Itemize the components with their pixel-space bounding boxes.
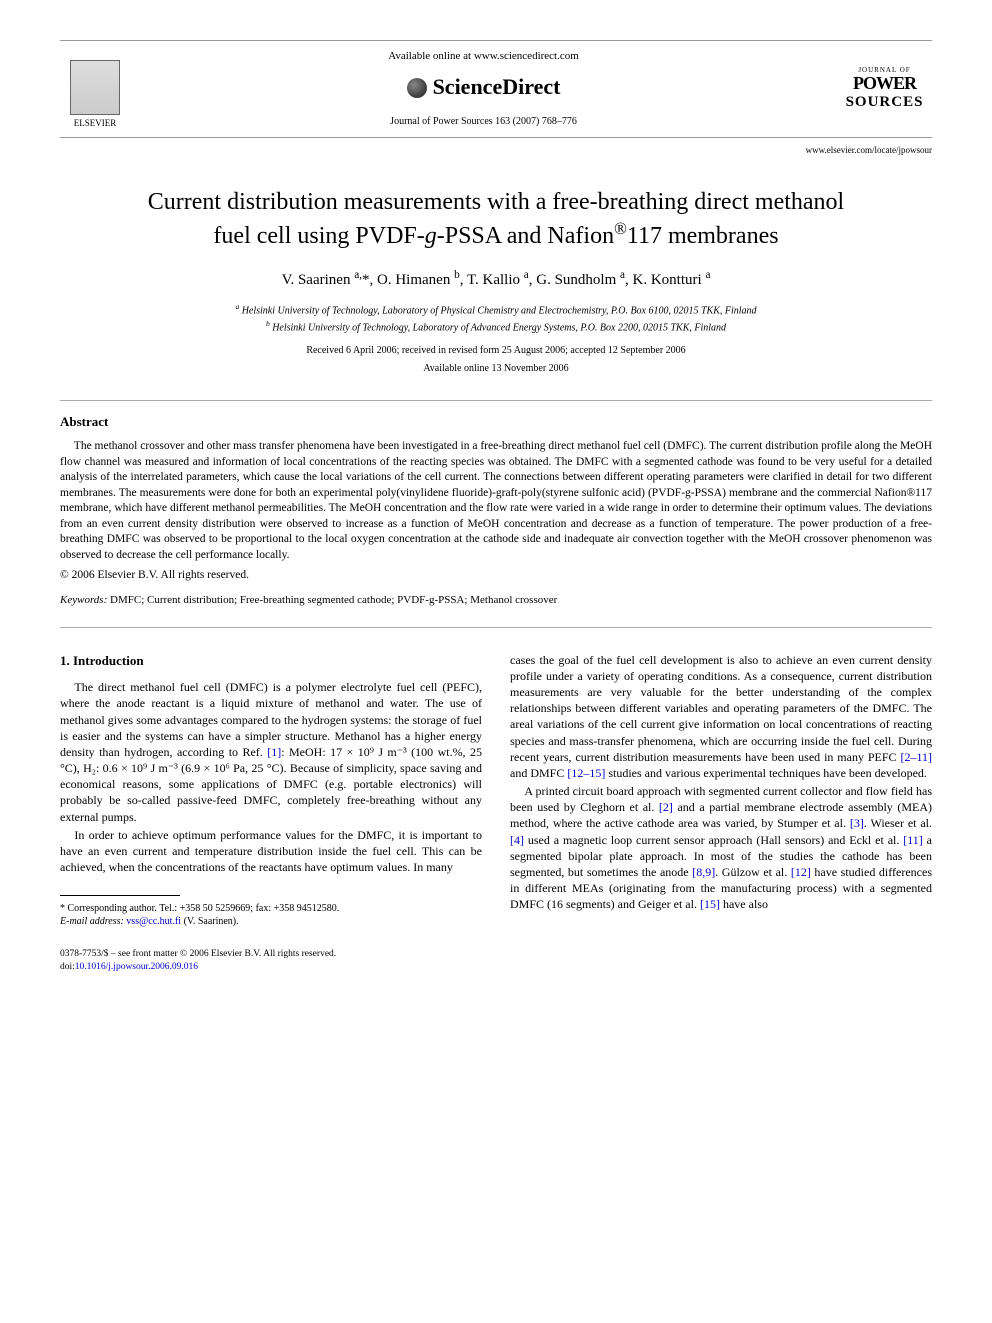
elsevier-logo: ELSEVIER: [60, 49, 130, 129]
journal-reference: Journal of Power Sources 163 (2007) 768–…: [130, 115, 837, 129]
right-para-1: cases the goal of the fuel cell developm…: [510, 652, 932, 782]
received-dates: Received 6 April 2006; received in revis…: [60, 344, 932, 358]
sciencedirect-text: ScienceDirect: [433, 72, 561, 103]
elsevier-text: ELSEVIER: [74, 117, 117, 130]
keywords-text: DMFC; Current distribution; Free-breathi…: [107, 594, 557, 606]
sciencedirect-brand: ScienceDirect: [407, 72, 561, 103]
ref-link-12-15[interactable]: [12–15]: [567, 766, 605, 780]
doi-prefix: doi:: [60, 962, 75, 972]
separator-rule: [60, 400, 932, 401]
available-online-text: Available online at www.sciencedirect.co…: [130, 49, 837, 64]
footnote-corr: * Corresponding author. Tel.: +358 50 52…: [60, 902, 482, 915]
ref-link-8-9[interactable]: [8,9]: [692, 865, 715, 879]
publisher-header: ELSEVIER Available online at www.science…: [60, 40, 932, 138]
ref-link-3[interactable]: [3]: [850, 816, 864, 830]
ref-link-15[interactable]: [15]: [700, 897, 720, 911]
intro-para-1: The direct methanol fuel cell (DMFC) is …: [60, 679, 482, 825]
copyright-line: © 2006 Elsevier B.V. All rights reserved…: [60, 567, 932, 583]
rp2f: . Gülzow et al.: [715, 865, 791, 879]
body-columns: 1. Introduction The direct methanol fuel…: [60, 652, 932, 929]
rp2c: . Wieser et al.: [864, 816, 932, 830]
footnote-email-line: E-mail address: vss@cc.hut.fi (V. Saarin…: [60, 915, 482, 928]
doi-link[interactable]: 10.1016/j.jpowsour.2006.09.016: [75, 962, 198, 972]
corresponding-author-footnote: * Corresponding author. Tel.: +358 50 52…: [60, 902, 482, 928]
ref-link-2-11[interactable]: [2–11]: [900, 750, 932, 764]
authors-line: V. Saarinen a,*, O. Himanen b, T. Kallio…: [60, 268, 932, 291]
affil-b-text: Helsinki University of Technology, Labor…: [272, 323, 726, 334]
separator-rule-2: [60, 627, 932, 628]
affiliation-a: a Helsinki University of Technology, Lab…: [60, 301, 932, 318]
journal-logo: JOURNAL OF POWER SOURCES: [837, 66, 932, 113]
front-matter-line: 0378-7753/$ – see front matter © 2006 El…: [60, 948, 932, 960]
center-header: Available online at www.sciencedirect.co…: [130, 49, 837, 129]
title-line1: Current distribution measurements with a…: [148, 189, 844, 215]
available-date: Available online 13 November 2006: [60, 362, 932, 376]
journal-url: www.elsevier.com/locate/jpowsour: [60, 144, 932, 157]
ref-link-11[interactable]: [11]: [903, 833, 923, 847]
ref-link-2[interactable]: [2]: [659, 800, 673, 814]
ref-link-1[interactable]: [1]: [267, 745, 281, 759]
section-1-head: 1. Introduction: [60, 652, 482, 670]
affiliations: a Helsinki University of Technology, Lab…: [60, 301, 932, 336]
right-column: cases the goal of the fuel cell developm…: [510, 652, 932, 929]
title-line2-pre: fuel cell using PVDF-: [213, 223, 424, 249]
email-label: E-mail address:: [60, 916, 124, 927]
title-line2-g: g: [425, 223, 437, 249]
elsevier-tree-icon: [70, 60, 120, 115]
ref-link-4[interactable]: [4]: [510, 833, 524, 847]
email-name: (V. Saarinen).: [181, 916, 239, 927]
doi-line: doi:10.1016/j.jpowsour.2006.09.016: [60, 961, 932, 973]
keywords-line: Keywords: DMFC; Current distribution; Fr…: [60, 593, 932, 608]
email-link[interactable]: vss@cc.hut.fi: [124, 916, 181, 927]
footnote-separator: [60, 895, 180, 896]
title-line2-post: -PSSA and Nafion: [437, 223, 614, 249]
journal-logo-sources: SOURCES: [837, 92, 932, 113]
affil-a-text: Helsinki University of Technology, Labor…: [242, 305, 757, 316]
title-line2-end: 117 membranes: [627, 223, 779, 249]
left-column: 1. Introduction The direct methanol fuel…: [60, 652, 482, 929]
sciencedirect-globe-icon: [407, 78, 427, 98]
rp1a: cases the goal of the fuel cell developm…: [510, 653, 932, 764]
ref-link-12[interactable]: [12]: [791, 865, 811, 879]
title-reg-mark: ®: [614, 219, 627, 238]
article-title: Current distribution measurements with a…: [100, 187, 892, 252]
rp2h: have also: [720, 897, 768, 911]
right-para-2: A printed circuit board approach with se…: [510, 783, 932, 913]
abstract-heading: Abstract: [60, 413, 932, 431]
rp1c: studies and various experimental techniq…: [605, 766, 927, 780]
rp1b: and DMFC: [510, 766, 567, 780]
intro-para-2: In order to achieve optimum performance …: [60, 827, 482, 876]
rp2d: used a magnetic loop current sensor appr…: [524, 833, 903, 847]
abstract-body: The methanol crossover and other mass tr…: [60, 439, 932, 563]
affiliation-b: b Helsinki University of Technology, Lab…: [60, 318, 932, 335]
keywords-label: Keywords:: [60, 594, 107, 606]
journal-logo-power: POWER: [837, 75, 932, 91]
doi-block: 0378-7753/$ – see front matter © 2006 El…: [60, 948, 932, 973]
